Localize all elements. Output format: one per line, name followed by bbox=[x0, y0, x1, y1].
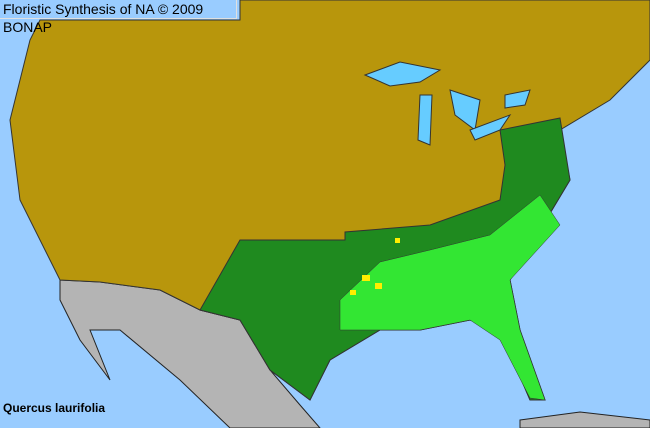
species-name: Quercus laurifolia bbox=[3, 401, 106, 415]
map-title: Floristic Synthesis of NA © 2009 BONAP bbox=[0, 0, 237, 35]
range-counties-bright-green bbox=[339, 194, 561, 401]
cuba-land bbox=[519, 411, 650, 428]
rare-counties-yellow bbox=[350, 238, 400, 295]
great-lakes bbox=[363, 61, 531, 146]
